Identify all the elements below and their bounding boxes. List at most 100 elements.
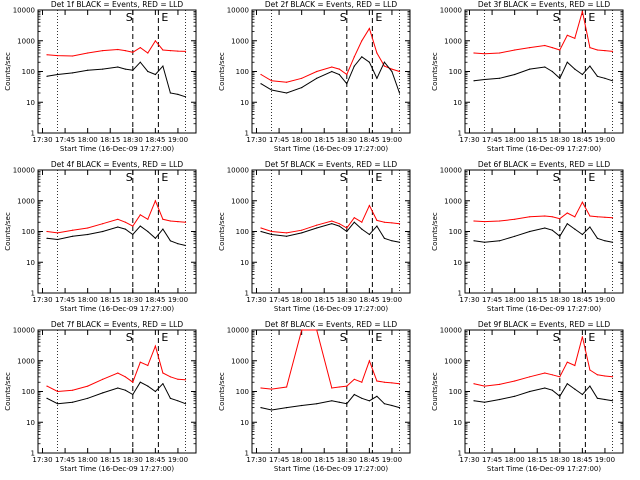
lld-data-point (551, 47, 553, 49)
lld-data-point (46, 385, 48, 387)
y-tick-label: 1000 (444, 37, 462, 45)
events-data-point (391, 70, 393, 73)
events-data-point (581, 233, 584, 236)
x-tick-label: 19:00 (168, 456, 188, 464)
y-tick-label: 10000 (13, 7, 35, 15)
events-data-point (87, 69, 89, 71)
lld-data-point (596, 49, 599, 51)
events-data-point (514, 395, 516, 397)
x-tick-label: 17:30 (459, 136, 479, 144)
events-data-point (132, 69, 134, 71)
y-tick-label: 100 (449, 68, 462, 76)
events-data-point (604, 240, 606, 242)
lld-data-point (473, 383, 475, 385)
lld-data-point (260, 73, 262, 76)
events-data-point (72, 235, 74, 237)
y-axis-label: Counts/sec (218, 372, 226, 411)
x-tick-label: 19:00 (595, 296, 615, 304)
start-marker-label: S (340, 171, 347, 184)
lld-data-point (139, 214, 141, 216)
lld-data-point (72, 55, 74, 57)
x-axis-label: Start Time (16-Dec-09 17:27:00) (487, 145, 601, 153)
lld-data-point (581, 336, 584, 338)
events-data-point (132, 233, 134, 236)
events-data-point (169, 92, 171, 94)
y-tick-label: 100 (236, 388, 249, 396)
lld-data-point (124, 50, 126, 52)
lld-data-point (368, 360, 370, 362)
lld-data-point (368, 27, 370, 30)
x-axis-label: Start Time (16-Dec-09 17:27:00) (274, 305, 388, 313)
lld-data-point (589, 369, 591, 371)
x-axis-label: Start Time (16-Dec-09 17:27:00) (274, 145, 388, 153)
end-marker-label: E (588, 171, 595, 184)
y-tick-label: 1000 (17, 37, 35, 45)
events-data-point (260, 83, 262, 85)
events-data-point (544, 387, 546, 389)
events-data-point (376, 225, 378, 227)
y-tick-label: 1 (458, 130, 462, 138)
lld-data-point (376, 380, 378, 382)
lld-data-point (604, 216, 606, 218)
lld-data-point (154, 200, 156, 202)
x-tick-label: 17:30 (32, 456, 52, 464)
events-data-point (260, 230, 262, 233)
events-data-point (484, 241, 486, 243)
events-data-point (102, 392, 104, 394)
events-data-point (604, 398, 606, 401)
x-tick-label: 18:45 (145, 296, 165, 304)
events-data-point (581, 393, 584, 396)
lld-data-point (391, 382, 393, 384)
lld-data-point (162, 49, 164, 51)
lld-data-point (581, 10, 584, 12)
events-data-point (376, 395, 378, 397)
series-line-lld-red (46, 344, 186, 393)
y-tick-label: 100 (449, 388, 462, 396)
series-line-events-black (46, 381, 186, 405)
lld-data-point (376, 219, 378, 221)
y-tick-label: 100 (236, 68, 249, 76)
x-tick-label: 18:00 (292, 296, 312, 304)
events-data-point (338, 73, 340, 76)
lld-data-point (551, 374, 553, 376)
lld-data-point (544, 215, 546, 217)
x-tick-label: 18:00 (505, 456, 525, 464)
y-tick-label: 1 (458, 450, 462, 458)
lld-data-point (473, 220, 475, 222)
lld-data-point (169, 376, 171, 378)
lld-data-point (184, 50, 187, 53)
y-tick-label: 1000 (17, 197, 35, 205)
lld-data-point (514, 218, 516, 220)
events-data-point (566, 383, 568, 385)
x-tick-label: 18:30 (550, 456, 570, 464)
lld-data-point (162, 372, 164, 374)
lld-data-point (286, 81, 288, 83)
lld-data-point (177, 221, 179, 223)
x-axis-label: Start Time (16-Dec-09 17:27:00) (487, 305, 601, 313)
lld-data-point (316, 224, 318, 226)
events-data-point (353, 393, 355, 396)
events-data-point (529, 68, 531, 70)
series-line-events-black (260, 393, 400, 411)
events-data-point (184, 403, 187, 405)
lld-data-point (559, 49, 561, 51)
y-tick-label: 10000 (440, 7, 462, 15)
events-data-point (117, 387, 119, 389)
x-tick-label: 18:00 (78, 136, 98, 144)
plot-frame (464, 169, 624, 294)
events-data-point (117, 66, 119, 68)
series-line-lld-red (46, 39, 186, 57)
events-data-point (331, 223, 333, 225)
events-data-point (484, 78, 486, 81)
events-data-point (346, 83, 348, 85)
y-axis-label: Counts/sec (431, 372, 439, 411)
events-data-point (383, 61, 385, 63)
lld-data-point (383, 381, 385, 383)
lld-data-point (147, 52, 149, 54)
panel-det-7: Det 7f BLACK = Events, RED = LLD 1 10 100 10… (4, 320, 197, 473)
events-data-point (139, 381, 141, 383)
events-data-point (551, 70, 553, 73)
lld-data-point (72, 389, 74, 391)
panel-title: Det 3f BLACK = Events, RED = LLD (478, 0, 611, 9)
lld-data-point (87, 52, 89, 54)
